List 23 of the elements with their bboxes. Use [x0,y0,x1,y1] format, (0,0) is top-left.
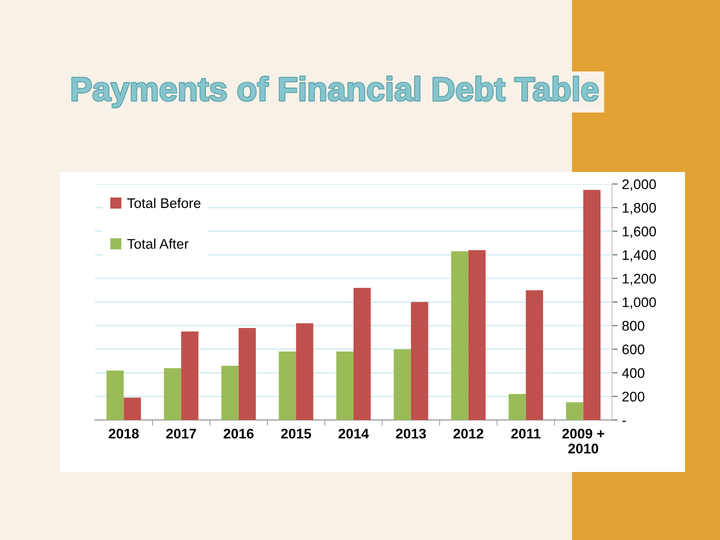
x-tick-label: 2013 [396,428,426,439]
y-tick-label: 2,000 [622,179,656,191]
x-tick-label: 2016 [224,428,254,439]
x-tick-label: 2015 [281,428,312,439]
y-tick-label: 1,800 [622,202,656,214]
x-tick-label: 2011 [511,428,541,439]
y-tick-label: 1,200 [622,274,656,286]
x-tick-label: 2014 [338,428,369,439]
y-tick-label: 800 [622,320,644,331]
y-tick-label: 600 [622,344,644,354]
legend-label: Total Before [127,198,200,208]
x-tick-label: 2012 [453,428,484,439]
x-tick-label: 2009 + 2010 [562,428,604,454]
y-tick-label: 200 [622,392,644,402]
y-tick-label: 1,000 [622,297,656,309]
legend-label: Total After [127,238,188,249]
y-tick-label: 1,400 [622,250,656,262]
y-tick-label: 1,600 [622,226,656,238]
x-tick-label: 2018 [108,428,139,439]
x-tick-label: 2017 [166,428,196,439]
chart-title: Payments of Financial Debt Table [72,76,598,108]
y-tick-label: - [622,420,626,422]
y-tick-label: 400 [622,368,644,378]
